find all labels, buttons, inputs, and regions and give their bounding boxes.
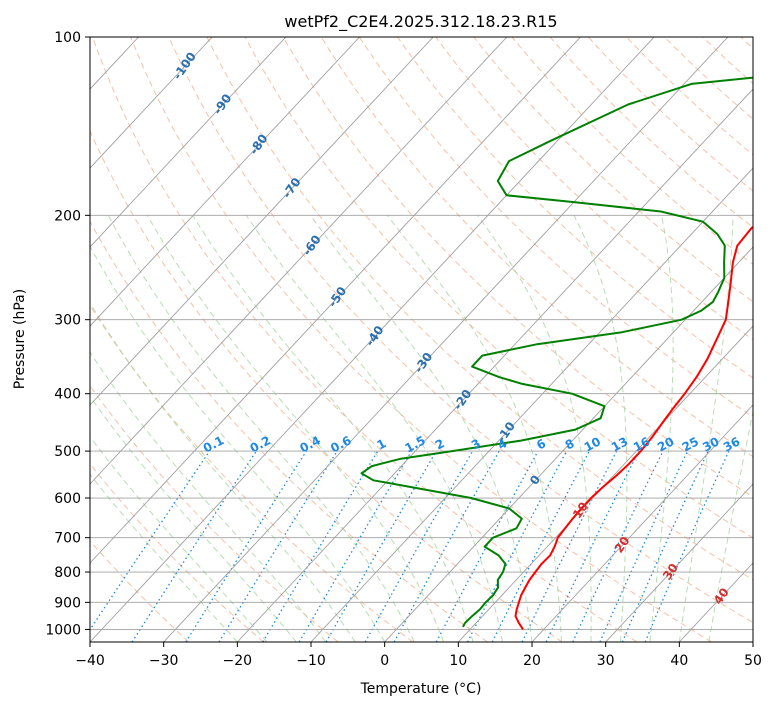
mixing-ratio-line [186, 451, 307, 642]
mixing-ratio-label: 2 [433, 436, 447, 452]
y-tick-label: 800 [54, 565, 81, 581]
mixing-ratio-label: 6 [534, 436, 548, 452]
dry-adiabat-line [321, 37, 775, 642]
mixing-ratio-line [394, 451, 499, 642]
y-axis-title: Pressure (hPa) [12, 289, 28, 389]
dry-adiabat-label: -40 [363, 323, 387, 349]
x-tick-label: −20 [223, 653, 253, 669]
y-tick-label: 200 [54, 208, 81, 224]
moist-adiabat-line [108, 215, 414, 642]
isotherm-line [164, 37, 728, 642]
y-tick-label: 600 [54, 491, 81, 507]
moist-adiabat-line [74, 215, 385, 642]
x-tick-label: 50 [744, 653, 762, 669]
dewpoint-profile-line [362, 37, 775, 627]
dry-adiabat-line [398, 37, 775, 642]
dry-adiabat-line [283, 37, 775, 642]
dry-adiabat-line [0, 37, 264, 642]
moist-adiabat-line [0, 215, 237, 642]
x-axis: −40 −30 −20 −10 0 10 20 30 40 50 [75, 642, 762, 669]
y-tick-label: 1000 [45, 622, 81, 638]
x-tick-label: 0 [380, 653, 389, 669]
isotherm-line [753, 37, 775, 642]
plot-frame [90, 37, 753, 642]
y-tick-label: 500 [54, 444, 81, 460]
mixing-ratio-line [219, 451, 337, 642]
isotherm-line [0, 37, 65, 642]
mixing-ratio-line [263, 451, 378, 642]
moist-adiabat-line [0, 215, 296, 642]
grid-lines [0, 37, 775, 642]
isotherm-line [0, 37, 360, 642]
x-tick-label: −30 [149, 653, 179, 669]
mixing-ratio-label: 0.6 [328, 433, 353, 455]
background-lines [0, 37, 775, 642]
mixing-ratio-line [436, 451, 538, 642]
chart-title: wetPf2_C2E4.2025.312.18.23.R15 [284, 12, 557, 32]
dry-adiabat-label: -100 [170, 50, 199, 83]
moist-adiabat-line [147, 215, 443, 642]
x-axis-title: Temperature (°C) [360, 681, 482, 697]
dry-adiabat-label: -80 [247, 132, 271, 158]
dry-adiabat-label: -20 [451, 387, 475, 413]
isotherm-line [237, 37, 775, 642]
dry-adiabat-line [741, 37, 775, 642]
isotherm-line [679, 37, 775, 642]
y-tick-label: 400 [54, 387, 81, 403]
moist-adiabat-line [246, 215, 502, 642]
dry-adiabat-label: -50 [325, 284, 349, 310]
mixing-ratio-line [132, 451, 256, 642]
moist-adiabat-line [709, 215, 775, 642]
y-tick-label: 700 [54, 531, 81, 547]
mixing-ratio-label: 1 [374, 436, 388, 452]
dry-adiabat-line [169, 37, 775, 642]
dry-adiabat-line [703, 37, 775, 642]
isotherm-line [16, 37, 580, 642]
isotherm-line [0, 37, 507, 642]
moist-adiabat-line [679, 215, 733, 642]
y-tick-label: 300 [54, 313, 81, 329]
x-tick-label: 40 [670, 653, 688, 669]
isotherm-line [0, 37, 212, 642]
mixing-ratio-label: 1.5 [402, 433, 427, 455]
x-tick-label: 30 [597, 653, 615, 669]
x-tick-label: 20 [523, 653, 541, 669]
isotherm-line [606, 37, 775, 642]
dry-adiabat-line [16, 37, 487, 642]
dry-adiabat-label: -70 [280, 175, 304, 201]
x-tick-label: −10 [296, 653, 326, 669]
dry-adiabat-line [0, 37, 189, 642]
dry-adiabat-line [0, 37, 338, 642]
y-tick-label: 100 [54, 30, 81, 46]
x-tick-label: −40 [75, 653, 105, 669]
mixing-ratio-label: 0.1 [201, 433, 226, 455]
dry-adiabat-line [665, 37, 775, 642]
dry-adiabat-line [245, 37, 775, 642]
y-axis: 100 200 300 400 500 600 700 800 900 1000 [45, 30, 90, 638]
dry-adiabat-line [0, 37, 413, 642]
x-tick-label: 10 [449, 653, 467, 669]
moist-adiabat-line [574, 215, 627, 642]
mixing-ratio-label: 0.4 [298, 433, 323, 455]
mixing-ratio-line [645, 451, 729, 642]
mixing-ratio-label: 3 [469, 436, 483, 452]
y-tick-label: 900 [54, 595, 81, 611]
mixing-ratio-label: 0.2 [248, 433, 273, 455]
mixing-ratio-line [365, 451, 472, 642]
dry-adiabat-label: -90 [211, 91, 235, 117]
